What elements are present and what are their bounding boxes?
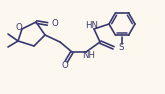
Text: O: O [16,24,22,33]
Text: O: O [62,61,68,70]
Text: S: S [118,42,123,52]
Text: HN: HN [85,20,99,30]
Text: O: O [52,19,59,28]
Text: NH: NH [82,52,96,61]
